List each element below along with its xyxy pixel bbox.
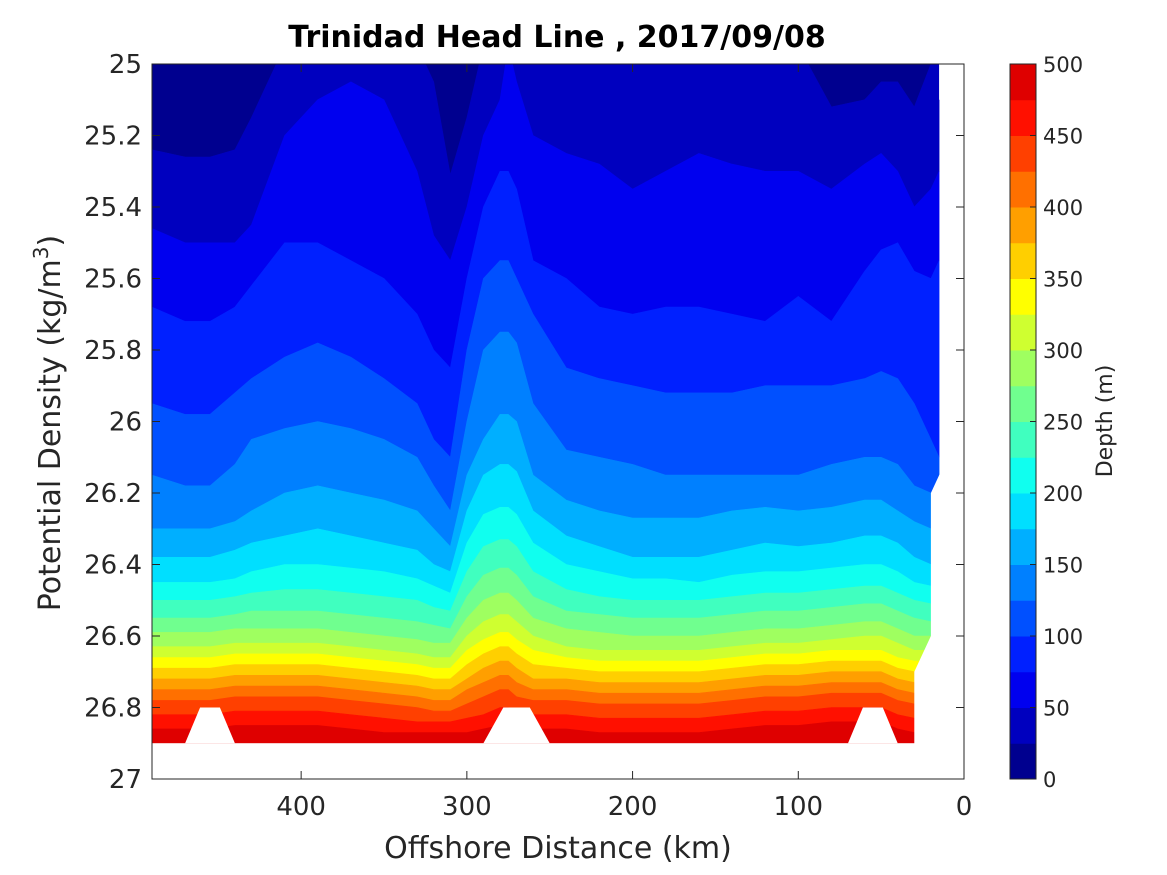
colorbar-swatch-10 <box>1010 385 1036 422</box>
no-data-bottom <box>152 743 964 779</box>
colorbar-swatch-7 <box>1010 493 1036 530</box>
colorbar-swatch-14 <box>1010 242 1036 279</box>
colorbar-swatch-13 <box>1010 278 1036 315</box>
y-tick-label: 26.2 <box>84 479 142 509</box>
x-tick-label: 400 <box>276 792 326 822</box>
y-tick-label: 25.2 <box>84 122 142 152</box>
no-data-nearshore <box>914 64 964 779</box>
y-tick-label: 26 <box>109 408 142 438</box>
x-axis-label: Offshore Distance (km) <box>384 831 732 866</box>
colorbar-tick-label: 250 <box>1043 411 1083 435</box>
colorbar-tick-label: 400 <box>1043 196 1083 220</box>
colorbar-swatch-4 <box>1010 600 1036 637</box>
no-data-notch-0 <box>185 707 235 744</box>
colorbar-ticks: 0 50 100 150 200 250 300 350 400 450 500 <box>1030 53 1083 792</box>
colorbar-swatch-2 <box>1010 671 1036 708</box>
colorbar-swatch-6 <box>1010 528 1036 565</box>
y-tick-label: 27 <box>109 765 142 795</box>
chart-title: Trinidad Head Line , 2017/09/08 <box>288 20 825 55</box>
y-axis-ticks: 25 25.2 25.4 25.6 25.8 26 26.2 26.4 26.6 26.8 27 <box>84 50 964 795</box>
y-tick-label: 25.4 <box>84 193 142 223</box>
colorbar-swatch-3 <box>1010 636 1036 673</box>
no-data-notch-1 <box>483 707 550 744</box>
y-tick-label: 25.8 <box>84 336 142 366</box>
no-data-notch-2 <box>848 707 898 744</box>
y-axis-label: Potential Density (kg/m3) <box>29 235 68 611</box>
contour-fills <box>152 64 964 779</box>
colorbar-tick-label: 450 <box>1043 125 1083 149</box>
colorbar-swatch-15 <box>1010 207 1036 244</box>
colorbar-swatch-11 <box>1010 350 1036 387</box>
colorbar-swatch-0 <box>1010 743 1036 780</box>
colorbar-tick-label: 150 <box>1043 554 1083 578</box>
colorbar-tick-label: 200 <box>1043 482 1083 506</box>
y-tick-label: 26.4 <box>84 551 142 581</box>
colorbar-tick-label: 350 <box>1043 268 1083 292</box>
colorbar-swatch-5 <box>1010 564 1036 601</box>
y-tick-label: 26.8 <box>84 694 142 724</box>
y-tick-label: 26.6 <box>84 622 142 652</box>
colorbar <box>1010 64 1036 780</box>
colorbar-tick-label: 50 <box>1043 697 1070 721</box>
y-tick-label: 25 <box>109 50 142 80</box>
colorbar-swatch-16 <box>1010 171 1036 208</box>
y-tick-label: 25.6 <box>84 265 142 295</box>
colorbar-swatch-8 <box>1010 457 1036 494</box>
x-tick-label: 0 <box>956 792 973 822</box>
colorbar-swatch-12 <box>1010 314 1036 351</box>
colorbar-swatch-17 <box>1010 135 1036 172</box>
colorbar-swatch-19 <box>1010 64 1036 101</box>
x-tick-label: 100 <box>773 792 823 822</box>
colorbar-tick-label: 100 <box>1043 625 1083 649</box>
colorbar-swatch-9 <box>1010 421 1036 458</box>
x-tick-label: 300 <box>442 792 492 822</box>
colorbar-tick-label: 300 <box>1043 339 1083 363</box>
colorbar-swatch-18 <box>1010 99 1036 136</box>
colorbar-tick-label: 500 <box>1043 53 1083 77</box>
colorbar-label: Depth (m) <box>1093 365 1118 478</box>
x-axis-ticks: 400 300 200 100 0 <box>276 64 972 822</box>
colorbar-swatch-1 <box>1010 707 1036 744</box>
colorbar-tick-label: 0 <box>1043 768 1056 792</box>
x-tick-label: 200 <box>608 792 658 822</box>
